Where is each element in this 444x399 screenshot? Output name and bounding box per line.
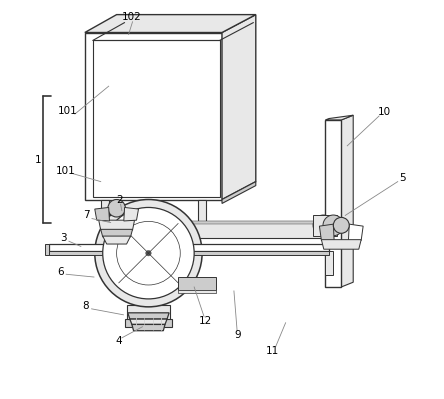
Circle shape bbox=[103, 207, 194, 299]
Polygon shape bbox=[341, 115, 353, 287]
Polygon shape bbox=[313, 215, 337, 236]
Polygon shape bbox=[132, 324, 165, 331]
Polygon shape bbox=[95, 207, 110, 221]
Text: 10: 10 bbox=[378, 107, 391, 117]
Polygon shape bbox=[178, 290, 216, 293]
Text: 12: 12 bbox=[199, 316, 212, 326]
Polygon shape bbox=[45, 244, 49, 255]
Text: 1: 1 bbox=[35, 155, 42, 165]
Polygon shape bbox=[127, 305, 170, 321]
Text: 7: 7 bbox=[83, 210, 90, 220]
Text: 101: 101 bbox=[58, 106, 78, 116]
Text: 102: 102 bbox=[122, 12, 142, 22]
Circle shape bbox=[333, 217, 349, 233]
Polygon shape bbox=[222, 182, 256, 203]
Circle shape bbox=[313, 215, 334, 236]
Text: 4: 4 bbox=[115, 336, 122, 346]
Polygon shape bbox=[198, 200, 206, 223]
Text: 101: 101 bbox=[56, 166, 76, 176]
Polygon shape bbox=[49, 251, 143, 255]
Text: 9: 9 bbox=[234, 330, 241, 340]
Circle shape bbox=[117, 221, 180, 285]
Text: 3: 3 bbox=[60, 233, 67, 243]
Polygon shape bbox=[124, 207, 139, 221]
Polygon shape bbox=[321, 240, 361, 249]
Polygon shape bbox=[99, 220, 135, 230]
Circle shape bbox=[146, 251, 151, 256]
Text: 5: 5 bbox=[399, 173, 405, 183]
Polygon shape bbox=[101, 229, 133, 237]
Polygon shape bbox=[85, 32, 222, 200]
Polygon shape bbox=[93, 40, 220, 197]
Polygon shape bbox=[130, 319, 167, 324]
Polygon shape bbox=[190, 244, 329, 251]
Polygon shape bbox=[49, 244, 143, 251]
Polygon shape bbox=[319, 224, 334, 241]
Polygon shape bbox=[325, 251, 333, 275]
Text: 8: 8 bbox=[83, 302, 89, 312]
Polygon shape bbox=[85, 15, 256, 32]
Text: 2: 2 bbox=[116, 195, 123, 205]
Polygon shape bbox=[128, 313, 169, 319]
Polygon shape bbox=[190, 251, 329, 255]
Polygon shape bbox=[178, 277, 216, 290]
Circle shape bbox=[141, 221, 156, 237]
Polygon shape bbox=[101, 200, 109, 223]
Polygon shape bbox=[125, 319, 172, 327]
Circle shape bbox=[108, 200, 125, 217]
Polygon shape bbox=[148, 221, 333, 224]
Polygon shape bbox=[325, 115, 353, 120]
Polygon shape bbox=[148, 221, 333, 238]
Circle shape bbox=[95, 200, 202, 307]
Circle shape bbox=[323, 215, 344, 236]
Polygon shape bbox=[103, 236, 131, 244]
Polygon shape bbox=[325, 120, 341, 287]
Text: 11: 11 bbox=[266, 346, 280, 356]
Polygon shape bbox=[349, 224, 363, 241]
Polygon shape bbox=[222, 15, 256, 200]
Text: 6: 6 bbox=[58, 267, 64, 277]
